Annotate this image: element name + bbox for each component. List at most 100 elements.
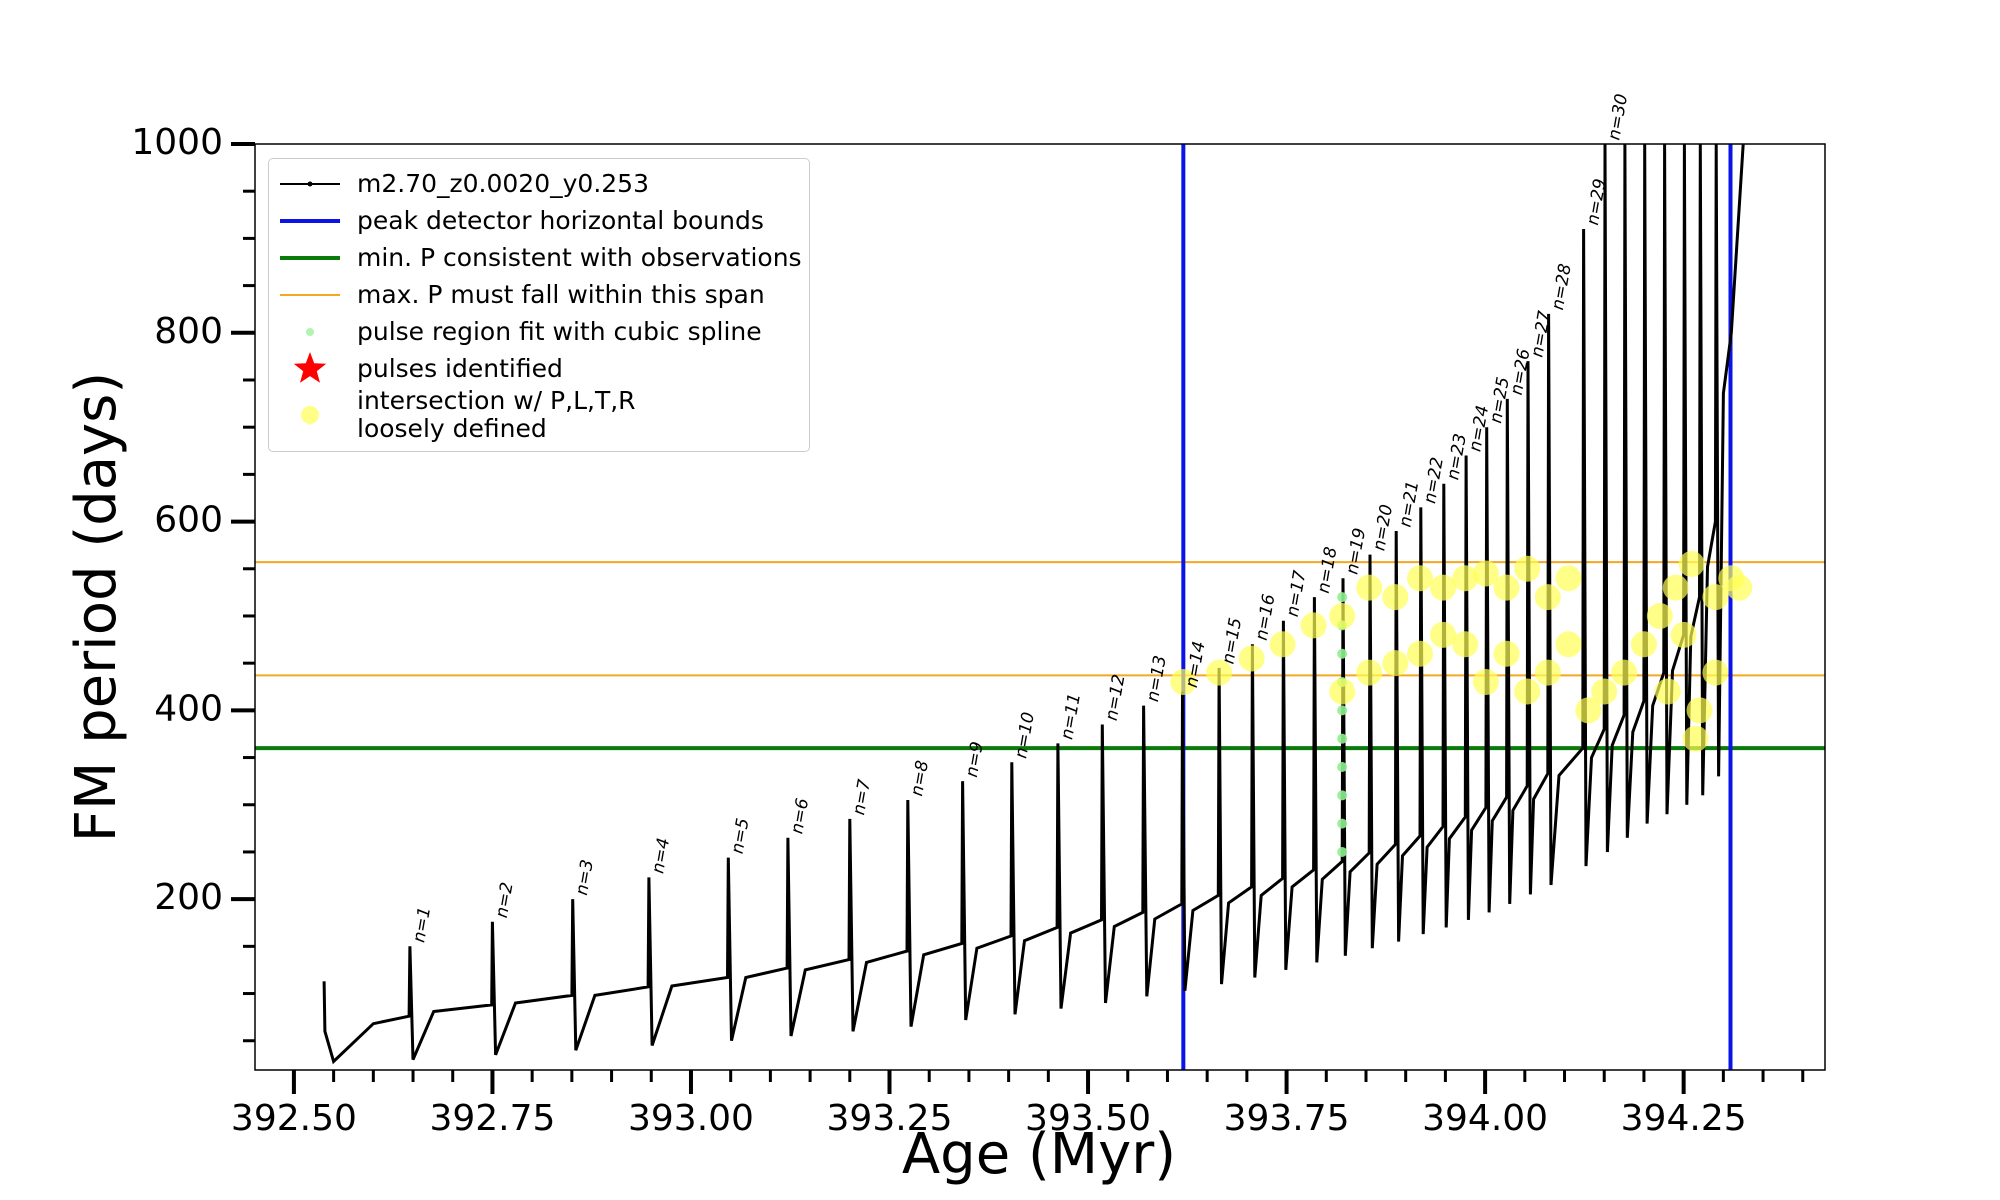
legend-marker [307, 181, 313, 186]
x-tick-label: 392.75 [429, 1098, 555, 1139]
legend-handle [306, 327, 314, 336]
scatter-point [1206, 659, 1233, 686]
scatter-point [1472, 669, 1499, 696]
scatter-point [1337, 818, 1348, 829]
x-tick-label: 393.75 [1224, 1098, 1350, 1139]
legend-entry: min. P consistent with observations [269, 239, 809, 276]
scatter-point [1406, 565, 1433, 592]
scatter-point [1591, 678, 1618, 705]
annotation: n=11 [1057, 692, 1085, 741]
scatter-point [1534, 584, 1561, 611]
scatter-point [1329, 602, 1356, 629]
scatter-point [1337, 761, 1348, 772]
scatter-point [1514, 555, 1541, 582]
legend-entry: m2.70_z0.0020_y0.253 [269, 165, 809, 202]
scatter-point [1300, 612, 1327, 639]
scatter-point [1555, 565, 1582, 592]
plot-frame [254, 143, 1826, 1071]
y-tick-label: 200 [154, 877, 223, 918]
legend-marker [306, 327, 314, 336]
legend-entry: pulses identified [269, 350, 809, 387]
scatter-point [1430, 621, 1457, 648]
legend-label: max. P must fall within this span [357, 279, 765, 309]
annotation: n=28 [1548, 262, 1576, 312]
scatter-point [1670, 621, 1697, 648]
scatter-point [1493, 574, 1520, 601]
scatter-point [1337, 790, 1348, 801]
scatter-point [1452, 565, 1479, 592]
scatter-point [1686, 697, 1713, 724]
annotation: n=12 [1102, 673, 1130, 722]
annotation: n=3 [572, 858, 598, 897]
scatter-point [1382, 650, 1409, 677]
x-tick-label: 394.25 [1621, 1098, 1747, 1139]
scatter-point [1611, 659, 1638, 686]
legend-entry: max. P must fall within this span [269, 276, 809, 313]
legend-handle [280, 255, 340, 260]
x-tick-label: 393.50 [1025, 1098, 1151, 1139]
x-tick-label: 392.50 [231, 1098, 357, 1139]
legend-label: peak detector horizontal bounds [357, 205, 764, 235]
scatter-point [1356, 574, 1383, 601]
annotation: n=13 [1143, 654, 1171, 703]
x-tick-label: 393.25 [827, 1098, 953, 1139]
scatter-point [1654, 678, 1681, 705]
legend-entry: intersection w/ P,L,T,R loosely defined [269, 387, 809, 443]
annotation: n=19 [1342, 527, 1370, 576]
x-axis-label: Age (Myr) [902, 1122, 1176, 1187]
y-tick-label: 600 [154, 500, 223, 541]
annotation: n=14 [1182, 640, 1210, 689]
annotation: n=6 [787, 797, 813, 836]
scatter-point [1493, 640, 1520, 667]
y-axis-label: FM period (days) [64, 372, 129, 842]
annotation: n=4 [648, 836, 674, 875]
legend-handle [280, 181, 340, 186]
scatter-point [1472, 560, 1499, 587]
series-line [322, 144, 1745, 1065]
legend-handle [293, 351, 327, 383]
annotation: n=20 [1369, 503, 1397, 552]
legend-handle [280, 293, 340, 296]
scatter-point [1382, 584, 1409, 611]
annotation: n=27 [1527, 309, 1555, 359]
legend-marker [301, 406, 319, 424]
annotation: n=2 [492, 881, 518, 920]
scatter-point [1682, 725, 1709, 752]
annotation: n=9 [962, 740, 988, 779]
legend-label: min. P consistent with observations [357, 242, 802, 272]
scatter-point [1514, 678, 1541, 705]
scatter-point [1702, 659, 1729, 686]
scatter-point [1406, 640, 1433, 667]
scatter-point [1329, 678, 1356, 705]
y-tick-label: 800 [154, 311, 223, 352]
legend-handle [301, 406, 319, 424]
scatter-point [1269, 631, 1296, 658]
legend-entry: peak detector horizontal bounds [269, 202, 809, 239]
scatter-point [1662, 574, 1689, 601]
scatter-point [1630, 631, 1657, 658]
scatter-point [1337, 846, 1348, 857]
scatter-point [1337, 733, 1348, 744]
scatter-point [1726, 574, 1753, 601]
scatter-point [1430, 574, 1457, 601]
annotation: n=7 [849, 778, 875, 817]
y-tick-label: 1000 [131, 122, 223, 163]
scatter-point [1646, 602, 1673, 629]
scatter-point [1678, 551, 1705, 578]
scatter-point [1170, 669, 1197, 696]
scatter-point [1575, 697, 1602, 724]
y-tick-label: 400 [154, 688, 223, 729]
legend-marker [293, 351, 327, 383]
annotation: n=30 [1604, 92, 1632, 141]
scatter-point [1555, 631, 1582, 658]
legend-label: intersection w/ P,L,T,R loosely defined [357, 386, 636, 443]
scatter-point [1238, 645, 1265, 672]
annotation: n=5 [728, 817, 754, 856]
legend-label: m2.70_z0.0020_y0.253 [357, 168, 649, 198]
x-tick-label: 393.00 [628, 1098, 754, 1139]
annotation: n=10 [1011, 711, 1039, 760]
legend-label: pulse region fit with cubic spline [357, 316, 762, 346]
